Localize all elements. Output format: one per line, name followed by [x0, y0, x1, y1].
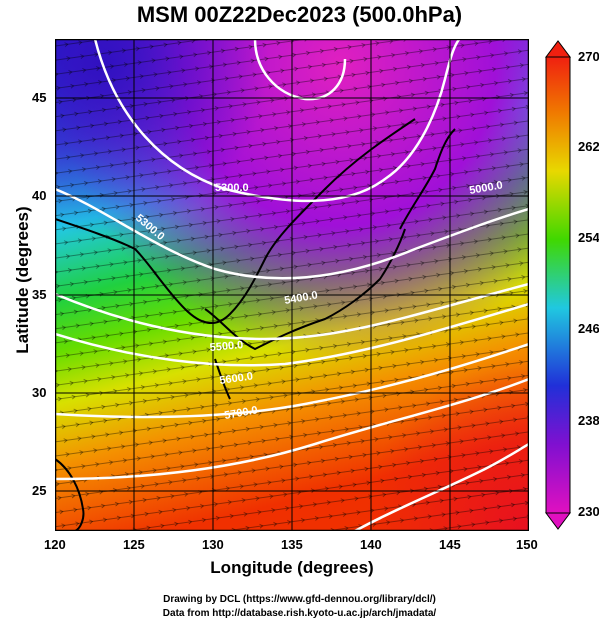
contour-label: 5000.0 — [468, 179, 503, 197]
x-tick: 125 — [123, 537, 145, 552]
x-tick: 140 — [360, 537, 382, 552]
colorbar-max-arrow — [545, 40, 571, 58]
contour-label: 5300.0 — [215, 182, 249, 194]
y-tick: 45 — [32, 90, 47, 105]
colorbar-tick: 238 — [578, 413, 599, 428]
y-axis-label: Latitude (degrees) — [13, 206, 32, 354]
y-tick: 35 — [32, 287, 47, 302]
contour-label: 5400.0 — [283, 289, 318, 307]
credit-data-source: Data from http://database.rish.kyoto-u.a… — [162, 608, 437, 619]
colorbar-tick: 230 — [578, 504, 599, 519]
colorbar-tick: 254 — [578, 230, 599, 245]
height-contours — [55, 39, 529, 531]
map-svg: 5300.0 5300.0 5000.0 5400.0 5500.0 5600.… — [55, 39, 529, 531]
plot-frame — [55, 39, 529, 531]
credit-drawing: Drawing by DCL (https://www.gfd-dennou.o… — [163, 594, 436, 605]
y-tick: 40 — [32, 188, 47, 203]
x-axis-label: Longitude (degrees) — [210, 558, 374, 577]
colorbar-scale — [545, 56, 571, 514]
x-tick: 145 — [439, 537, 461, 552]
colorbar-tick: 270 — [578, 49, 599, 64]
contour-label: 5700.0 — [223, 404, 258, 422]
colorbar — [543, 39, 573, 531]
colorbar-tick: 246 — [578, 321, 599, 336]
colorbar-tick: 262 — [578, 139, 599, 154]
x-tick: 150 — [516, 537, 538, 552]
lat-lon-grid — [55, 39, 529, 531]
contour-label: 5600.0 — [219, 370, 254, 387]
x-tick: 120 — [44, 537, 66, 552]
contour-label: 5500.0 — [209, 339, 244, 354]
x-tick: 135 — [281, 537, 303, 552]
map-title: MSM 00Z22Dec2023 (500.0hPa) — [136, 2, 463, 27]
y-tick: 30 — [32, 385, 47, 400]
map-plot-area: 5300.0 5300.0 5000.0 5400.0 5500.0 5600.… — [55, 39, 529, 531]
colorbar-min-arrow — [545, 512, 571, 530]
x-tick: 130 — [202, 537, 224, 552]
colorbar-svg — [545, 40, 571, 530]
y-tick: 25 — [32, 483, 47, 498]
